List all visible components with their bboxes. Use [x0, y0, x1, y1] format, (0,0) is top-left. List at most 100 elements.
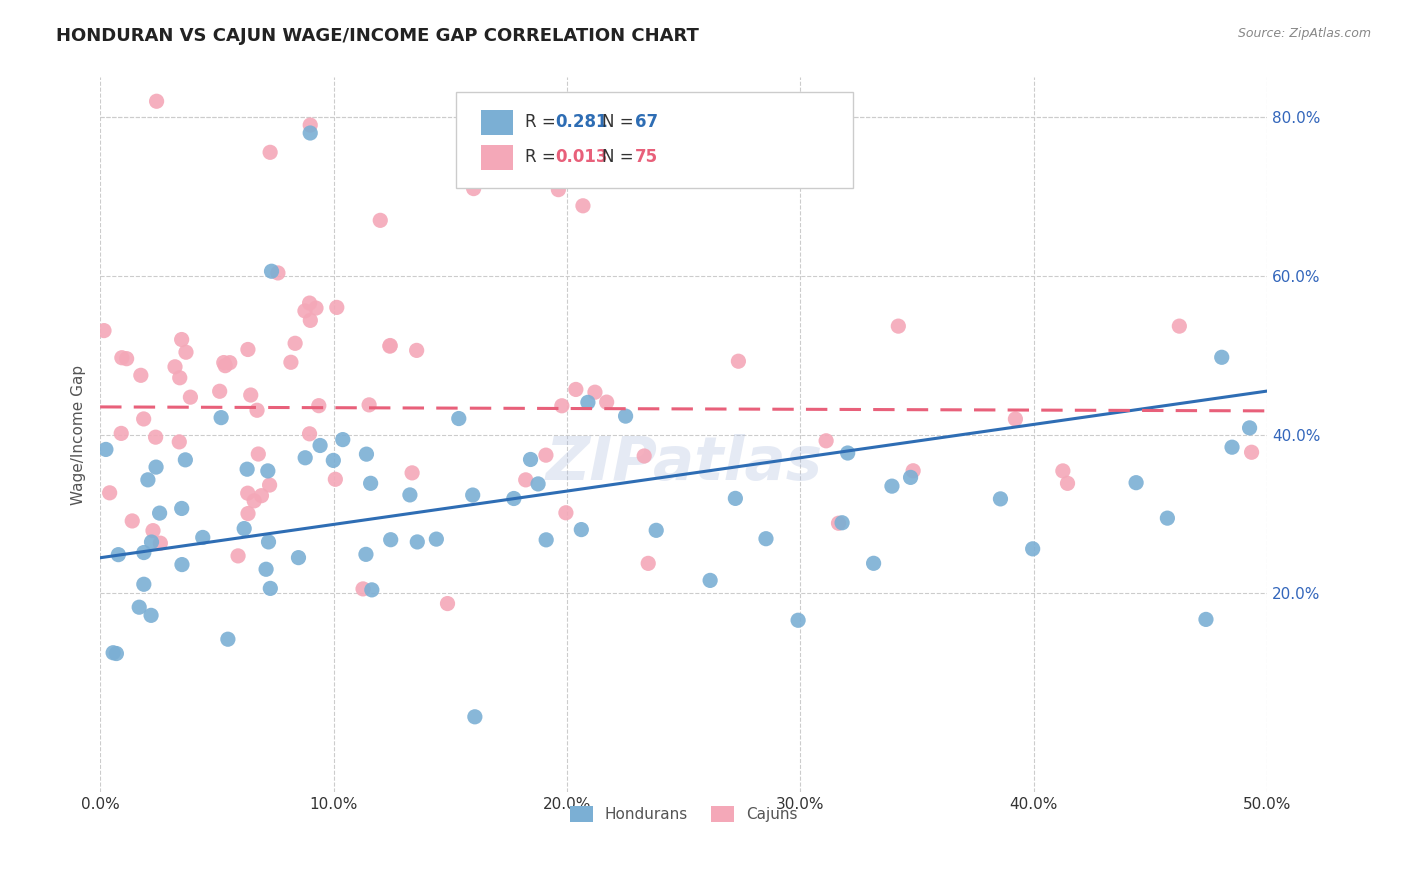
Point: [233, 522, 256, 536]
Point: [145, 460, 167, 475]
Point: [239, 388, 262, 402]
Point: [101, 646, 124, 660]
Point: [132, 412, 155, 426]
Point: [139, 608, 162, 623]
Point: [322, 453, 344, 467]
Point: [209, 410, 232, 425]
Point: [212, 355, 235, 369]
Point: [724, 491, 747, 506]
Point: [534, 448, 557, 462]
Point: [368, 213, 391, 227]
Point: [145, 95, 167, 109]
Point: [191, 531, 214, 545]
Point: [360, 476, 382, 491]
Point: [1156, 511, 1178, 525]
Point: [236, 507, 259, 521]
Point: [837, 446, 859, 460]
Point: [298, 426, 321, 441]
Point: [463, 181, 485, 195]
Point: [142, 524, 165, 538]
Y-axis label: Wage/Income Gap: Wage/Income Gap: [72, 365, 86, 505]
Point: [990, 491, 1012, 506]
Point: [576, 395, 599, 409]
Point: [380, 533, 402, 547]
Point: [378, 339, 401, 353]
Point: [309, 438, 332, 452]
Point: [637, 557, 659, 571]
Point: [815, 434, 838, 448]
Point: [115, 351, 138, 366]
Point: [633, 449, 655, 463]
Point: [332, 433, 354, 447]
Point: [583, 385, 606, 400]
Point: [831, 516, 853, 530]
Point: [356, 447, 378, 461]
Point: [554, 506, 576, 520]
Point: [163, 359, 186, 374]
Point: [236, 343, 259, 357]
Point: [862, 557, 884, 571]
Point: [105, 647, 128, 661]
Point: [284, 336, 307, 351]
Point: [110, 426, 132, 441]
Point: [257, 535, 280, 549]
Point: [174, 345, 197, 359]
Point: [254, 562, 277, 576]
Point: [94, 442, 117, 457]
Point: [98, 485, 121, 500]
Point: [547, 183, 569, 197]
Point: [572, 199, 595, 213]
Point: [527, 477, 550, 491]
Point: [259, 478, 281, 492]
Point: [259, 582, 281, 596]
Point: [1168, 319, 1191, 334]
Point: [399, 488, 422, 502]
Point: [565, 383, 588, 397]
Point: [226, 549, 249, 563]
Point: [128, 600, 150, 615]
Point: [267, 266, 290, 280]
Point: [406, 535, 429, 549]
Point: [299, 313, 322, 327]
Point: [294, 450, 316, 465]
FancyBboxPatch shape: [481, 110, 513, 135]
Point: [121, 514, 143, 528]
Point: [179, 390, 201, 404]
Point: [136, 473, 159, 487]
Text: 0.013: 0.013: [555, 148, 607, 167]
Point: [447, 411, 470, 425]
Point: [170, 501, 193, 516]
Point: [515, 473, 537, 487]
Point: [551, 399, 574, 413]
Point: [149, 536, 172, 550]
Point: [280, 355, 302, 369]
Point: [132, 577, 155, 591]
Point: [1220, 440, 1243, 454]
Point: [107, 548, 129, 562]
Point: [141, 535, 163, 549]
Point: [1240, 445, 1263, 459]
Point: [287, 550, 309, 565]
Point: [464, 710, 486, 724]
Point: [256, 464, 278, 478]
Point: [827, 516, 849, 531]
Point: [787, 613, 810, 627]
FancyBboxPatch shape: [481, 145, 513, 170]
Point: [217, 632, 239, 647]
Text: N =: N =: [602, 112, 638, 131]
Point: [360, 582, 382, 597]
Point: [1056, 476, 1078, 491]
Legend: Hondurans, Cajuns: Hondurans, Cajuns: [558, 794, 810, 834]
Point: [380, 338, 402, 352]
Point: [149, 506, 172, 520]
Point: [1211, 351, 1233, 365]
Point: [299, 126, 322, 140]
Point: [170, 333, 193, 347]
Point: [645, 524, 668, 538]
Point: [727, 354, 749, 368]
Point: [352, 582, 374, 596]
Point: [243, 493, 266, 508]
Text: R =: R =: [524, 112, 561, 131]
Text: 0.281: 0.281: [555, 112, 607, 131]
Point: [325, 472, 347, 486]
